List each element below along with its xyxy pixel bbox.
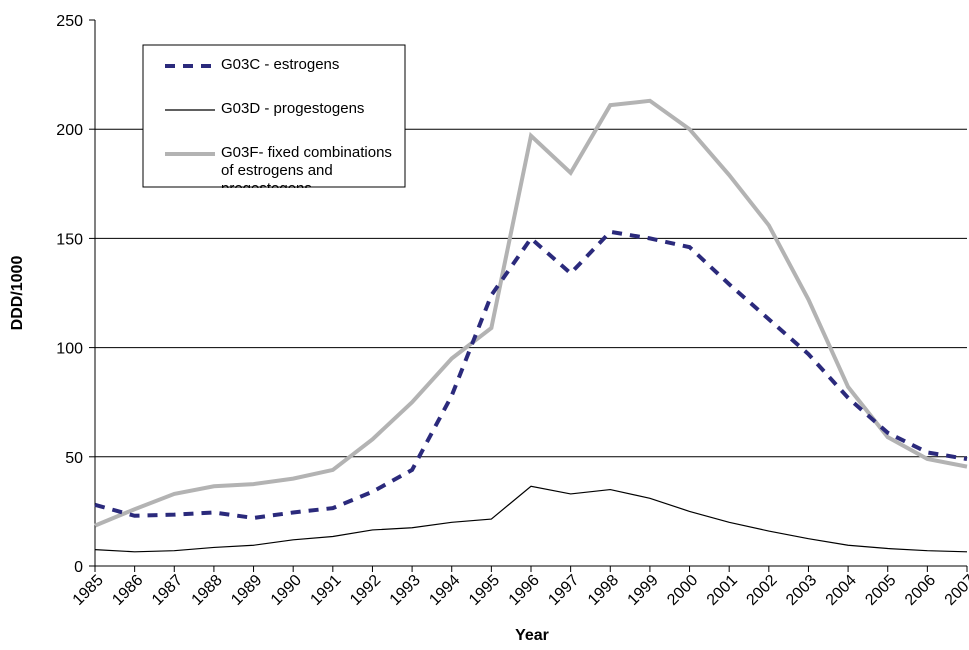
x-tick-label: 1999 (625, 572, 662, 609)
x-tick-label: 1985 (70, 572, 107, 609)
legend-item: G03D - progestogens (221, 100, 365, 117)
x-tick-label: 1991 (307, 572, 344, 609)
legend-item: G03F- fixed combinations of estrogens an… (221, 144, 392, 188)
x-tick-label: 1998 (585, 572, 622, 609)
x-tick-label: 2007 (942, 572, 969, 609)
x-tick-label: 1997 (545, 572, 582, 609)
x-tick-label: 1990 (268, 572, 305, 609)
x-tick-label: 1987 (149, 572, 186, 609)
x-tick-label: 2001 (704, 572, 741, 609)
legend-label: G03F- fixed combinations of estrogens an… (221, 144, 392, 188)
y-tick-label: 100 (56, 341, 83, 358)
series-line (94, 485, 968, 553)
series-line (94, 98, 968, 528)
x-tick-label: 1989 (228, 572, 265, 609)
x-axis-label: Year (515, 627, 549, 644)
x-tick-label: 2003 (783, 572, 820, 609)
x-tick-label: 2000 (664, 572, 701, 609)
x-tick-label: 2004 (823, 572, 860, 609)
legend-item: G03C - estrogens (221, 56, 340, 73)
x-tick-label: 1986 (109, 572, 146, 609)
legend-label: G03D - progestogens (221, 100, 365, 117)
x-tick-label: 1996 (506, 572, 543, 609)
legend-label: G03C - estrogens (221, 56, 340, 73)
x-tick-label: 1992 (347, 572, 384, 609)
x-tick-label: 1993 (387, 572, 424, 609)
y-tick-label: 150 (56, 231, 83, 248)
x-tick-label: 2006 (902, 572, 939, 609)
x-tick-label: 2002 (743, 572, 780, 609)
x-tick-label: 1988 (189, 572, 226, 609)
y-tick-label: 200 (56, 122, 83, 139)
x-tick-label: 1994 (426, 572, 463, 609)
series-line (94, 229, 968, 520)
y-axis-label: DDD/1000 (9, 256, 26, 331)
y-tick-label: 0 (74, 559, 83, 576)
y-tick-label: 50 (65, 450, 83, 467)
x-tick-label: 1995 (466, 572, 503, 609)
x-tick-label: 2005 (862, 572, 899, 609)
legend-box (142, 44, 406, 188)
y-tick-label: 250 (56, 13, 83, 30)
